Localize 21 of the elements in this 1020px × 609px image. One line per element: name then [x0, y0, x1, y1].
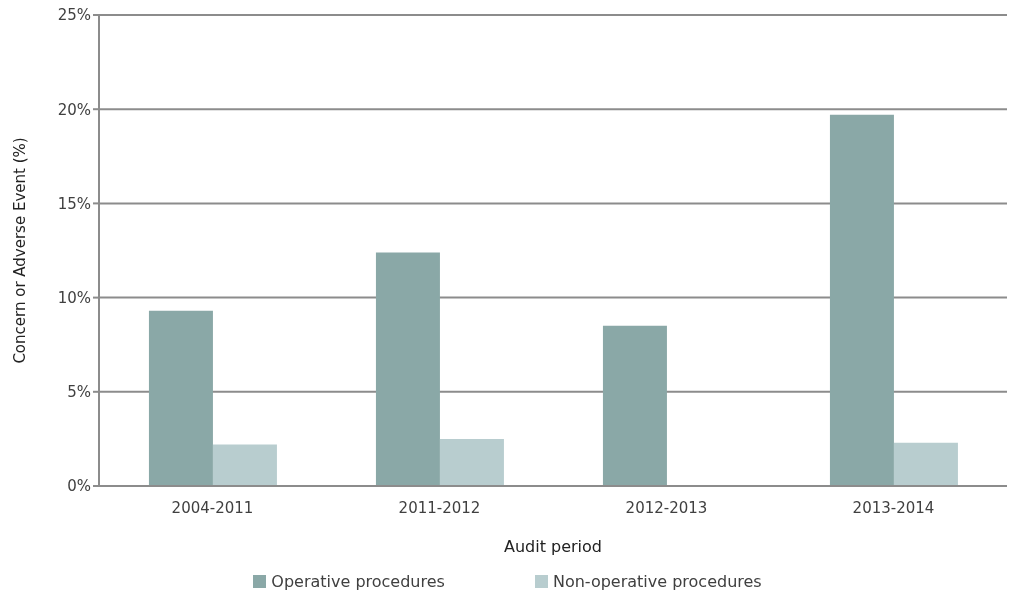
y-tick-label: 5% — [67, 383, 91, 402]
x-tick-label: 2013-2014 — [852, 498, 935, 517]
legend-label: Non-operative procedures — [552, 572, 762, 591]
y-tick-label: 10% — [57, 288, 91, 307]
x-tick-label: 2004-2011 — [171, 498, 254, 517]
y-tick-label: 20% — [57, 100, 91, 119]
bar — [829, 114, 894, 486]
legend-label: Operative procedures — [271, 572, 445, 591]
bar — [148, 310, 213, 486]
x-axis-title: Audit period — [503, 537, 603, 556]
bar — [212, 444, 277, 486]
y-tick-label: 25% — [57, 6, 91, 25]
bar — [893, 442, 958, 486]
y-axis-title: Concern or Adverse Event (%) — [11, 137, 30, 364]
y-tick-label: 0% — [67, 477, 91, 496]
x-tick-label: 2011-2012 — [398, 498, 481, 517]
bar — [439, 438, 504, 486]
x-tick-label: 2012-2013 — [625, 498, 708, 517]
y-tick-label: 15% — [57, 194, 91, 213]
bar — [375, 252, 440, 486]
bar — [602, 325, 667, 486]
